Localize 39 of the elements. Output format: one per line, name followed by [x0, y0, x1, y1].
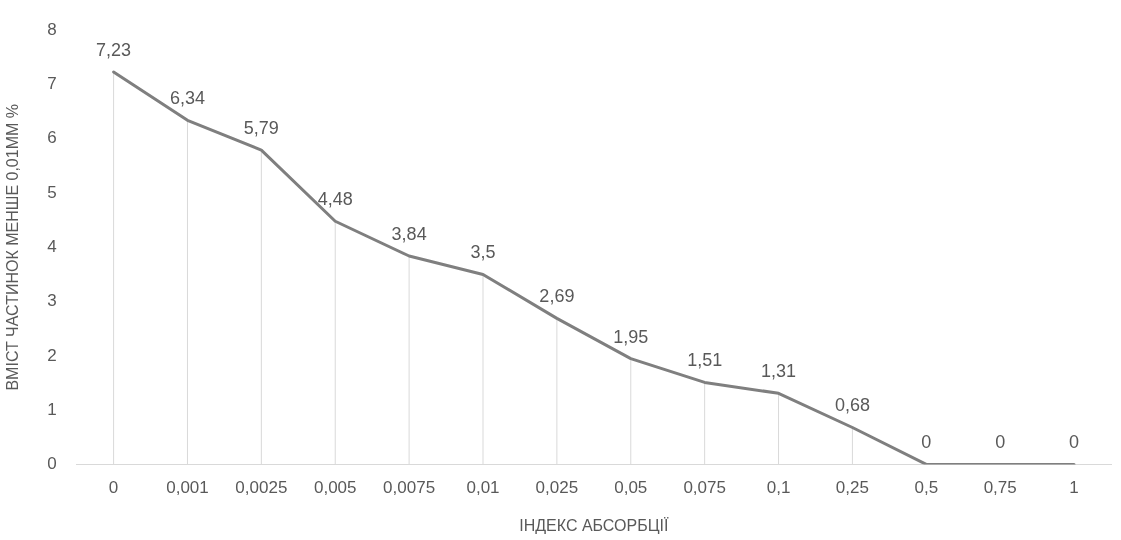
data-label: 1,51: [687, 350, 723, 371]
x-tick-label: 0,1: [766, 478, 791, 498]
data-label: 7,23: [96, 39, 132, 60]
x-tick-label: 1: [1069, 478, 1079, 498]
x-tick-label: 0,0075: [383, 478, 436, 498]
x-tick-label: 0,075: [683, 478, 726, 498]
data-label: 0: [995, 432, 1006, 453]
x-axis-title: ІНДЕКС АБСОРБЦІЇ: [519, 516, 669, 534]
data-label: 5,79: [243, 118, 279, 139]
x-tick-label: 0,01: [466, 478, 500, 498]
y-axis-title: ВМІСТ ЧАСТИНОК МЕНШЕ 0,01ММ %: [4, 104, 22, 391]
x-tick-label: 0,75: [983, 478, 1017, 498]
data-label: 1,31: [761, 361, 797, 382]
y-tick-label: 1: [47, 399, 57, 419]
data-label: 4,48: [317, 189, 353, 210]
x-tick-label: 0,005: [313, 478, 357, 498]
y-tick-label: 0: [47, 454, 57, 474]
y-tick-label: 5: [47, 182, 57, 202]
x-tick-label: 0,001: [166, 478, 209, 498]
data-label: 6,34: [169, 88, 205, 109]
data-label: 0,68: [834, 395, 870, 416]
x-tick-label: 0,25: [835, 478, 869, 498]
data-label: 3,84: [391, 223, 427, 244]
x-tick-label: 0,025: [535, 478, 579, 498]
y-tick-label: 4: [47, 236, 57, 256]
data-label: 1,95: [613, 326, 649, 347]
data-label: 0: [921, 432, 932, 453]
y-tick-label: 7: [47, 74, 57, 94]
data-label: 2,69: [539, 286, 575, 307]
x-tick-label: 0,0025: [235, 478, 288, 498]
y-tick-label: 6: [47, 128, 57, 148]
y-tick-label: 3: [47, 291, 57, 311]
y-tick-label: 8: [47, 19, 57, 39]
x-tick-label: 0,5: [914, 478, 939, 498]
data-label: 3,5: [470, 242, 496, 263]
x-tick-label: 0: [108, 478, 119, 498]
x-tick-label: 0,05: [614, 478, 648, 498]
data-label: 0: [1069, 432, 1080, 453]
y-tick-label: 2: [47, 345, 57, 365]
